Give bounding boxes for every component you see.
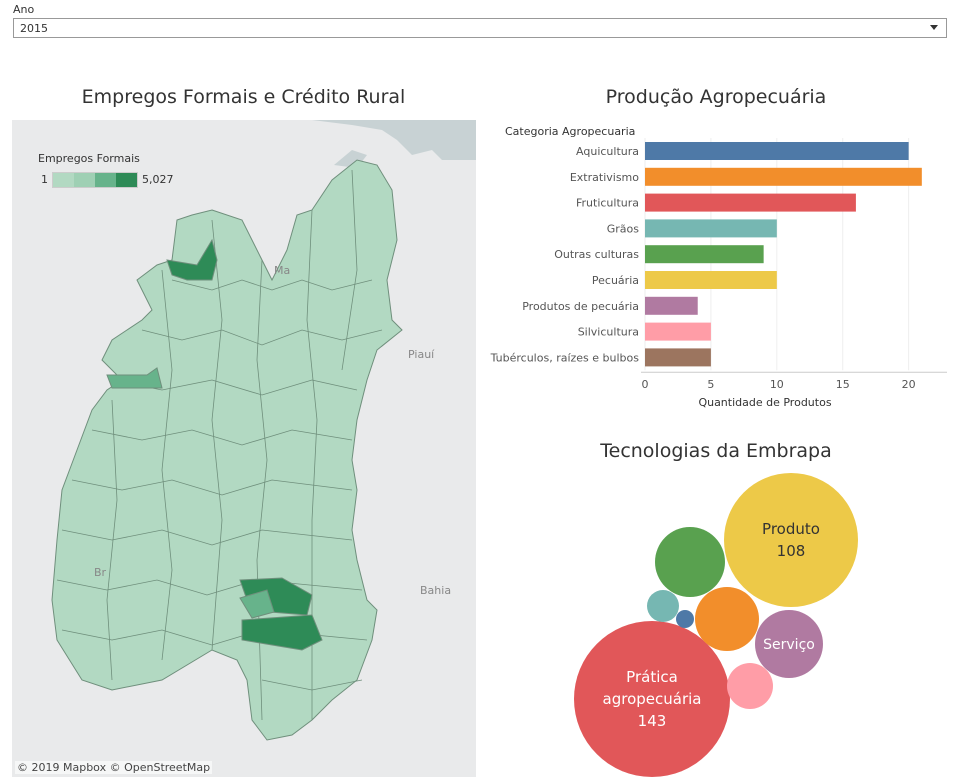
region-high-1[interactable] [166, 238, 218, 281]
municipality-borders [56, 169, 383, 721]
bubble[interactable] [676, 610, 694, 628]
legend-swatch [74, 173, 95, 187]
place-label-br: Br [94, 566, 107, 579]
map-canvas[interactable] [12, 120, 476, 777]
bar[interactable] [645, 245, 764, 264]
category-label: Tubérculos, raízes e bulbos [490, 351, 640, 364]
region-mid-1[interactable] [106, 367, 163, 389]
year-select-value: 2015 [20, 22, 48, 35]
bar[interactable] [645, 219, 777, 238]
x-tick-label: 20 [902, 378, 916, 391]
bubble[interactable] [574, 621, 730, 777]
bar[interactable] [645, 193, 856, 212]
x-tick-label: 5 [707, 378, 714, 391]
map-view[interactable]: Empregos Formais 1 5,027 Piauí Bahia Ma … [12, 120, 476, 777]
place-label-ma: Ma [274, 264, 291, 277]
state-region[interactable] [51, 159, 403, 741]
ocean-area [312, 120, 476, 160]
bubble-label: Serviço [763, 637, 815, 653]
category-axis-header: Categoria Agropecuaria [505, 125, 635, 138]
category-label: Grãos [607, 222, 640, 235]
chevron-down-icon[interactable] [930, 25, 938, 30]
legend-swatch [53, 173, 74, 187]
bubble[interactable] [724, 473, 858, 607]
bubble[interactable] [727, 663, 773, 709]
category-label: Outras culturas [554, 248, 639, 261]
legend-swatch [95, 173, 116, 187]
region-mid-2[interactable] [239, 589, 275, 619]
map-title: Empregos Formais e Crédito Rural [81, 86, 406, 108]
x-axis-title: Quantidade de Produtos [698, 396, 831, 409]
bubble[interactable] [647, 590, 679, 622]
bubble-label: Produto [762, 520, 820, 538]
bar[interactable] [645, 271, 777, 289]
category-label: Aquicultura [576, 145, 639, 158]
year-select[interactable]: 2015 [13, 18, 947, 38]
map-credit: © 2019 Mapbox © OpenStreetMap [15, 761, 213, 774]
x-tick-label: 0 [642, 378, 649, 391]
bar[interactable] [645, 142, 909, 160]
category-label: Produtos de pecuária [522, 300, 639, 313]
bubble-value: 108 [777, 542, 806, 560]
bubble-chart[interactable]: Produto 108 Prática agropecuária 143 Serviço [560, 470, 880, 780]
bubble-value: 143 [638, 712, 667, 730]
bar-chart-title: Produção Agropecuária [605, 86, 827, 108]
legend-max: 5,027 [142, 173, 174, 186]
region-high-3[interactable] [241, 614, 323, 651]
legend-min: 1 [41, 173, 48, 186]
category-label: Pecuária [592, 274, 639, 287]
bar[interactable] [645, 167, 922, 186]
bubble-label: Prática [626, 668, 678, 686]
category-label: Extrativismo [570, 171, 639, 184]
year-filter-label: Ano [13, 3, 35, 16]
bar[interactable] [645, 296, 698, 315]
bar[interactable] [645, 322, 711, 341]
category-label: Fruticultura [576, 197, 639, 210]
category-label: Silvicultura [578, 326, 639, 339]
place-label-piaui: Piauí [408, 348, 435, 361]
bar[interactable] [645, 348, 711, 367]
bubble[interactable] [655, 527, 725, 597]
bubble-chart-title: Tecnologias da Embrapa [600, 440, 832, 462]
legend-swatch [116, 173, 137, 187]
bubble-label: agropecuária [603, 690, 702, 708]
map-legend-title: Empregos Formais [38, 152, 140, 165]
x-tick-label: 10 [770, 378, 784, 391]
bubble[interactable] [755, 610, 823, 678]
bar-chart[interactable]: Categoria Agropecuaria Aquicultura Extrati… [478, 120, 954, 430]
legend-color-bar [52, 172, 138, 188]
x-tick-label: 15 [836, 378, 850, 391]
bubble[interactable] [695, 587, 759, 651]
place-label-bahia: Bahia [420, 584, 452, 597]
